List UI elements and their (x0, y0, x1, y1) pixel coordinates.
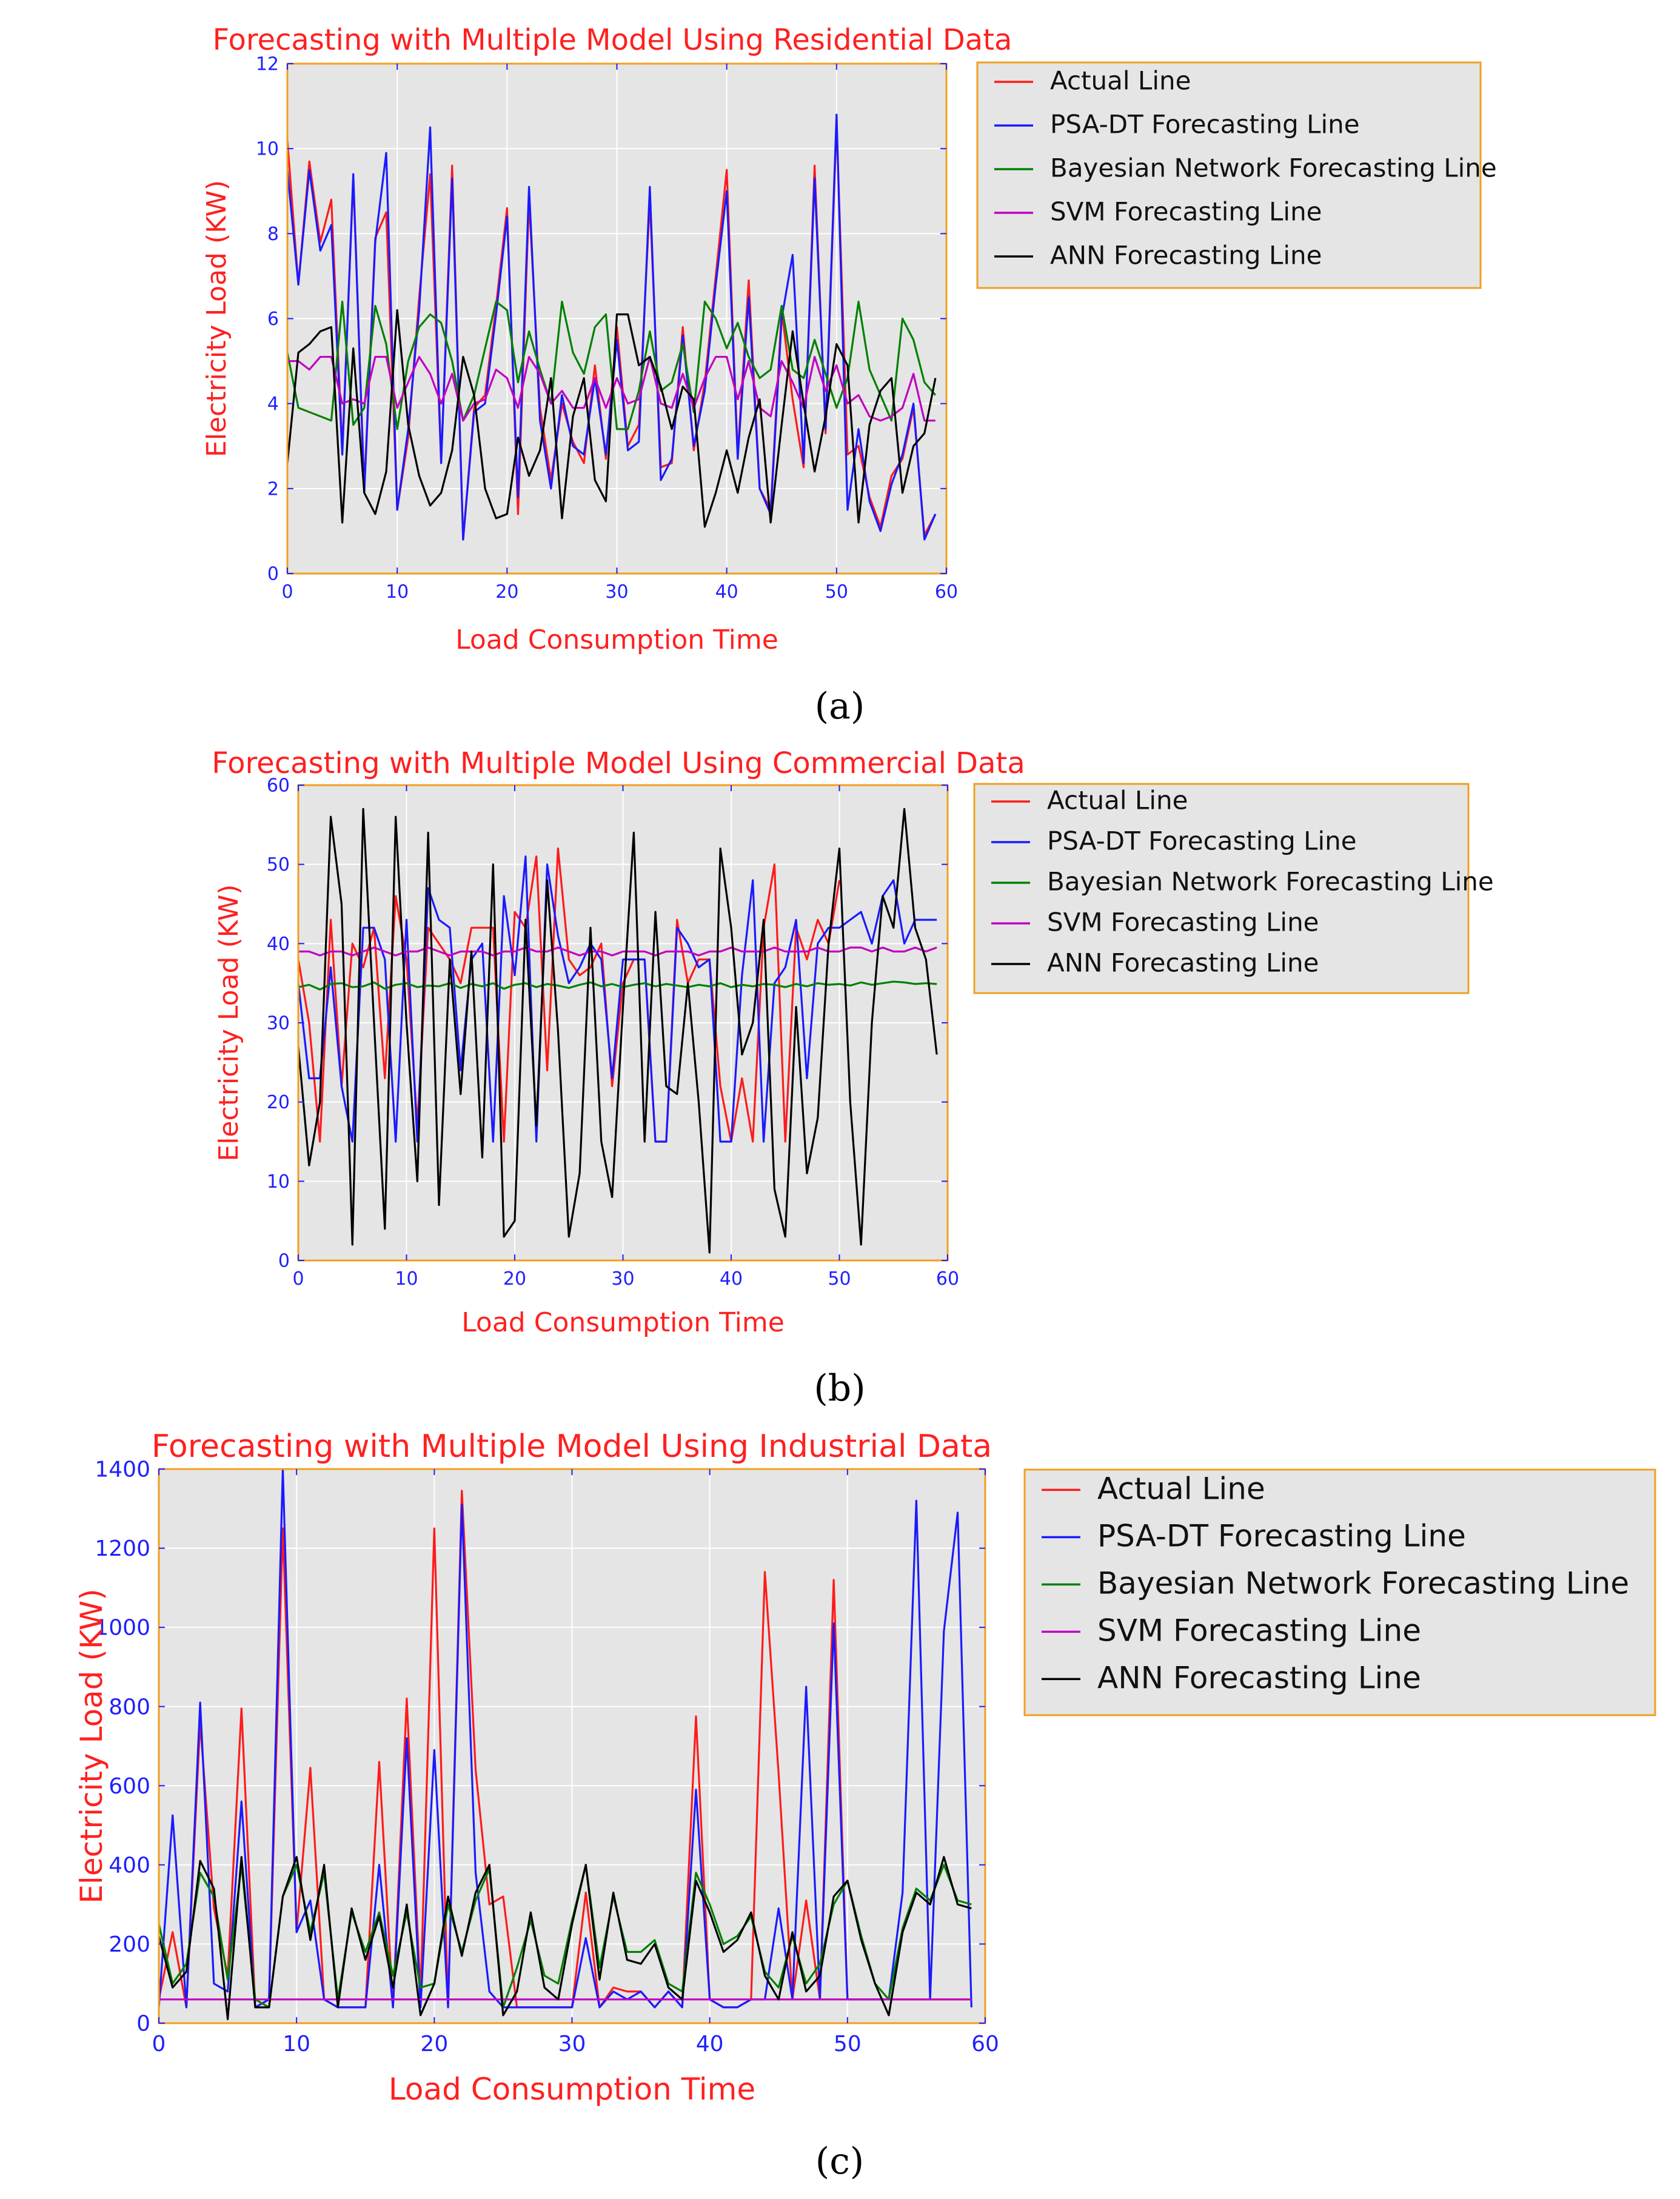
legend-entry: Actual Line (1097, 1471, 1265, 1506)
x-tick-label: 60 (936, 1268, 959, 1290)
y-tick-label: 600 (109, 1774, 150, 1799)
legend-entry: Bayesian Network Forecasting Line (1097, 1565, 1629, 1601)
panel-caption: (a) (815, 685, 865, 728)
x-tick-label: 60 (971, 2032, 999, 2057)
y-tick-label: 2 (267, 478, 279, 500)
y-tick-label: 0 (278, 1251, 290, 1272)
legend: Actual Line PSA-DT Forecasting Line Bayesi… (973, 783, 1494, 994)
x-axis-label: Load Consumption Time (389, 2072, 755, 2107)
x-tick-label: 40 (720, 1268, 743, 1290)
y-tick-label: 0 (267, 564, 279, 585)
legend: Actual Line PSA-DT Forecasting Line Bayesi… (1023, 1468, 1656, 1716)
y-axis-label: Electricity Load (KW) (201, 180, 232, 457)
chart-panel-3: 0 10 20 30 40 50 600200400600800100012001400Fo… (74, 1428, 1656, 2183)
legend-entry: PSA-DT Forecasting Line (1050, 110, 1360, 139)
y-tick-label: 10 (267, 1171, 290, 1193)
legend-entry: PSA-DT Forecasting Line (1097, 1518, 1466, 1553)
x-tick-label: 30 (558, 2032, 586, 2057)
x-tick-label: 10 (395, 1268, 418, 1290)
legend-entry: Bayesian Network Forecasting Line (1047, 867, 1494, 897)
x-tick-label: 50 (828, 1268, 851, 1290)
y-axis-label: Electricity Load (KW) (213, 884, 244, 1161)
chart-title: Forecasting with Multiple Model Using Re… (213, 23, 1012, 57)
y-tick-label: 12 (256, 54, 279, 75)
legend-entry: Bayesian Network Forecasting Line (1050, 153, 1497, 183)
x-tick-label: 50 (825, 581, 848, 603)
series-line-psa_dt (158, 1468, 972, 2009)
y-tick-label: 4 (267, 393, 279, 415)
y-tick-label: 200 (109, 1932, 150, 1957)
legend-entry: SVM Forecasting Line (1047, 908, 1319, 937)
panel-caption: (c) (815, 2140, 864, 2183)
y-tick-label: 8 (267, 224, 279, 245)
legend-box (976, 61, 1482, 289)
y-tick-label: 1200 (95, 1536, 150, 1561)
legend-box (973, 783, 1470, 994)
series-line-bayesian (158, 1864, 972, 2009)
series-line-ann (297, 808, 938, 1254)
x-tick-label: 20 (503, 1268, 526, 1290)
series-line-bayesian (286, 300, 937, 430)
series-line-ann (286, 309, 937, 528)
y-tick-label: 10 (256, 139, 279, 160)
legend-entry: ANN Forecasting Line (1097, 1660, 1421, 1695)
y-tick-label: 800 (109, 1695, 150, 1719)
series-line-ann (158, 1856, 972, 2021)
legend-entry: SVM Forecasting Line (1050, 197, 1322, 227)
series-line-svm (298, 946, 937, 957)
x-tick-label: 30 (611, 1268, 634, 1290)
x-axis-label: Load Consumption Time (461, 1307, 785, 1338)
legend-entry: Actual Line (1047, 786, 1188, 815)
y-axis-label: Electricity Load (KW) (74, 1588, 109, 1904)
legend-entry: SVM Forecasting Line (1097, 1613, 1421, 1648)
chart-title: Forecasting with Multiple Model Using Co… (212, 746, 1025, 780)
x-tick-label: 40 (715, 581, 738, 603)
x-tick-label: 0 (152, 2032, 166, 2057)
x-tick-label: 50 (834, 2032, 862, 2057)
y-tick-label: 30 (267, 1013, 290, 1034)
y-tick-label: 20 (267, 1092, 290, 1113)
y-tick-label: 6 (267, 309, 279, 330)
x-tick-label: 40 (696, 2032, 724, 2057)
legend-entry: Actual Line (1050, 66, 1191, 96)
legend-entry: PSA-DT Forecasting Line (1047, 826, 1357, 856)
y-tick-label: 60 (267, 775, 290, 797)
legend-entry: ANN Forecasting Line (1047, 948, 1319, 978)
y-tick-label: 0 (136, 2012, 150, 2037)
y-tick-label: 40 (267, 934, 290, 955)
y-tick-label: 1000 (95, 1616, 150, 1641)
legend: Actual Line PSA-DT Forecasting Line Bayesi… (976, 61, 1497, 289)
x-tick-label: 60 (935, 581, 958, 603)
y-tick-label: 50 (267, 854, 290, 875)
x-tick-label: 0 (292, 1268, 304, 1290)
x-tick-label: 10 (283, 2032, 310, 2057)
panel-caption: (b) (814, 1367, 865, 1410)
x-tick-label: 0 (281, 581, 293, 603)
x-tick-label: 10 (386, 581, 409, 603)
y-tick-label: 400 (109, 1853, 150, 1878)
x-tick-label: 20 (495, 581, 518, 603)
chart-title: Forecasting with Multiple Model Using In… (152, 1428, 992, 1465)
x-tick-label: 20 (420, 2032, 448, 2057)
legend-entry: ANN Forecasting Line (1050, 241, 1322, 270)
legend-box (1023, 1468, 1656, 1716)
x-tick-label: 30 (605, 581, 628, 603)
y-tick-label: 1400 (95, 1458, 150, 1482)
x-axis-label: Load Consumption Time (455, 624, 778, 655)
